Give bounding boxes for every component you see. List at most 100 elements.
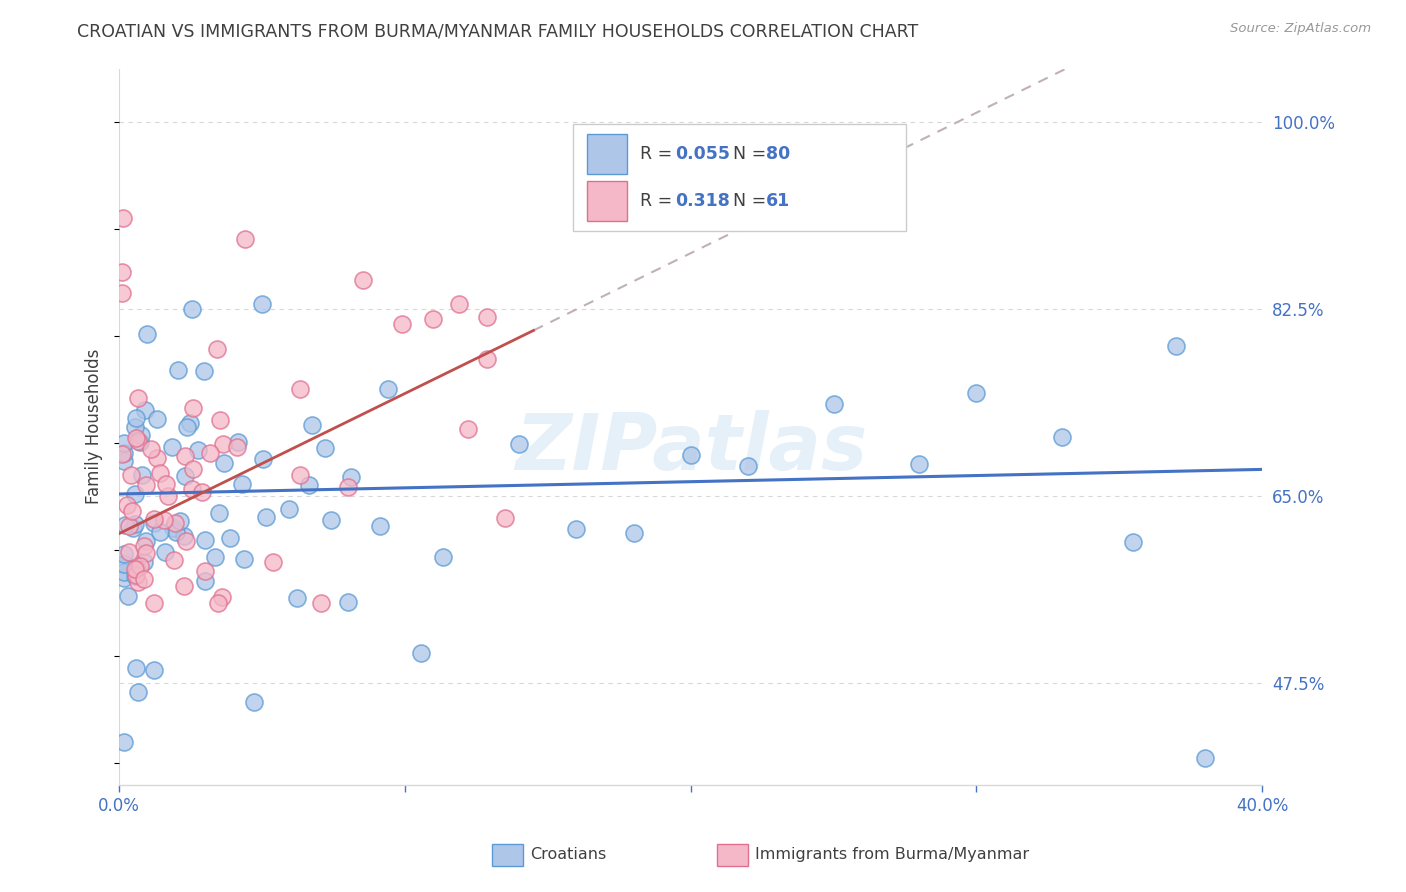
- Point: [112, 735, 135, 749]
- Point: [124, 431, 146, 445]
- Point: [135, 546, 157, 560]
- Point: [243, 695, 266, 709]
- Point: [118, 544, 141, 558]
- Point: [149, 525, 172, 540]
- Point: [128, 559, 150, 574]
- Point: [193, 364, 215, 378]
- Point: [173, 529, 195, 543]
- Point: [1166, 339, 1188, 353]
- Point: [181, 482, 204, 496]
- Point: [162, 521, 184, 535]
- Point: [125, 661, 148, 675]
- Point: [391, 317, 413, 331]
- Point: [205, 343, 228, 357]
- Point: [174, 468, 197, 483]
- Point: [179, 416, 201, 430]
- Point: [181, 462, 204, 476]
- Point: [187, 442, 209, 457]
- Point: [125, 562, 148, 576]
- Point: [623, 525, 645, 540]
- Point: [352, 273, 374, 287]
- Point: [125, 411, 148, 425]
- Point: [127, 574, 149, 589]
- Point: [135, 533, 157, 548]
- Point: [142, 516, 165, 531]
- Point: [298, 478, 321, 492]
- Point: [121, 503, 143, 517]
- Text: 0.055: 0.055: [675, 145, 730, 163]
- Point: [143, 663, 166, 677]
- Point: [176, 420, 198, 434]
- Text: ZIPatlas: ZIPatlas: [515, 410, 866, 486]
- Point: [112, 557, 135, 571]
- Point: [128, 435, 150, 450]
- Point: [233, 552, 256, 566]
- Point: [181, 401, 204, 416]
- Text: CROATIAN VS IMMIGRANTS FROM BURMA/MYANMAR FAMILY HOUSEHOLDS CORRELATION CHART: CROATIAN VS IMMIGRANTS FROM BURMA/MYANMA…: [77, 22, 918, 40]
- Point: [127, 685, 149, 699]
- Point: [475, 351, 498, 366]
- Point: [155, 477, 177, 491]
- Point: [111, 211, 134, 226]
- Point: [1122, 534, 1144, 549]
- Point: [124, 420, 146, 434]
- Point: [1194, 751, 1216, 765]
- Point: [162, 440, 184, 454]
- Point: [368, 519, 391, 533]
- Point: [250, 297, 273, 311]
- Point: [112, 454, 135, 468]
- Point: [142, 512, 165, 526]
- Point: [157, 490, 180, 504]
- Point: [212, 436, 235, 450]
- Point: [169, 514, 191, 528]
- Point: [337, 480, 360, 494]
- Point: [127, 391, 149, 405]
- Point: [194, 533, 217, 548]
- Point: [457, 422, 479, 436]
- Point: [124, 517, 146, 532]
- Text: Croatians: Croatians: [530, 847, 606, 863]
- Point: [422, 311, 444, 326]
- Point: [134, 539, 156, 553]
- Text: R =: R =: [640, 145, 678, 163]
- Point: [204, 550, 226, 565]
- Point: [290, 468, 312, 483]
- Point: [337, 595, 360, 609]
- Point: [194, 564, 217, 578]
- Point: [167, 363, 190, 377]
- Point: [212, 456, 235, 470]
- Point: [309, 596, 332, 610]
- Point: [112, 445, 135, 459]
- Point: [191, 485, 214, 500]
- Text: N =: N =: [733, 145, 772, 163]
- Point: [165, 516, 187, 531]
- Point: [153, 545, 176, 559]
- Point: [965, 386, 987, 401]
- Point: [432, 550, 454, 565]
- Point: [134, 402, 156, 417]
- Point: [115, 498, 138, 512]
- Point: [447, 297, 470, 311]
- Point: [122, 521, 145, 535]
- Text: 80: 80: [766, 145, 790, 163]
- Point: [117, 589, 139, 603]
- Point: [112, 435, 135, 450]
- Point: [908, 457, 931, 471]
- Point: [285, 591, 308, 605]
- Point: [112, 547, 135, 561]
- Point: [118, 519, 141, 533]
- Point: [194, 574, 217, 589]
- Point: [125, 568, 148, 582]
- Point: [139, 442, 162, 456]
- Point: [149, 466, 172, 480]
- Point: [112, 565, 135, 579]
- Point: [494, 510, 516, 524]
- Point: [124, 562, 146, 576]
- Point: [111, 285, 134, 300]
- Point: [124, 487, 146, 501]
- Point: [145, 451, 167, 466]
- Point: [208, 413, 231, 427]
- Point: [132, 555, 155, 569]
- Point: [198, 446, 221, 460]
- Point: [174, 534, 197, 549]
